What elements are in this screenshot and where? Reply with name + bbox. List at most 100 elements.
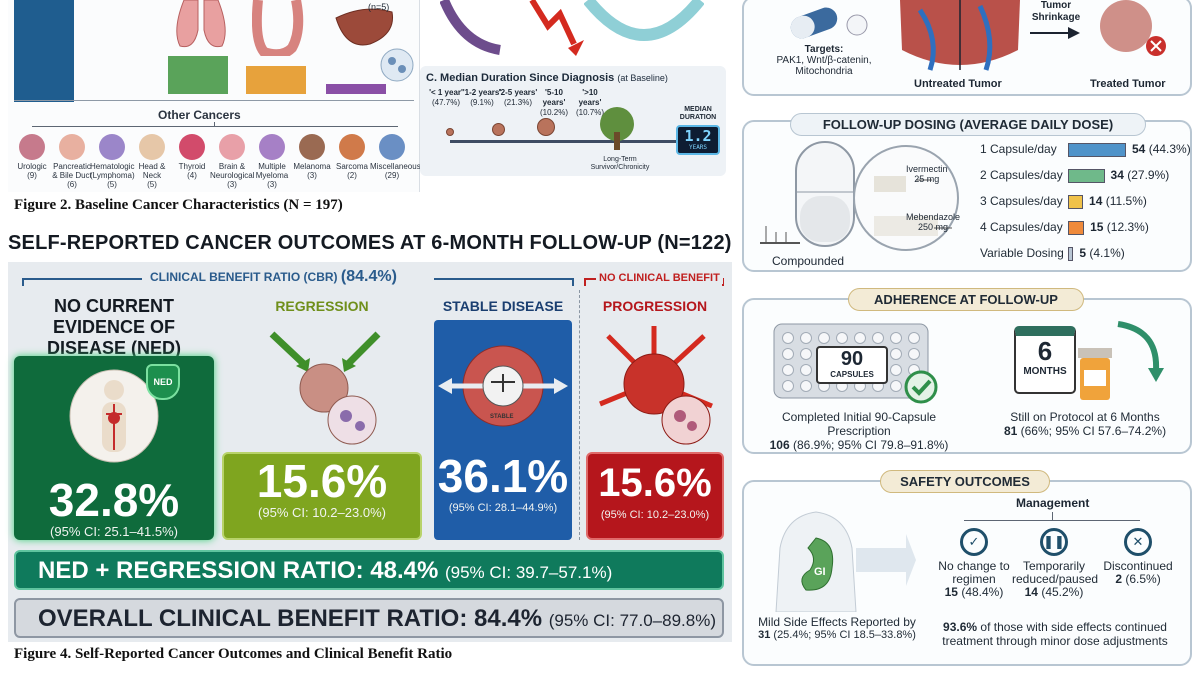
other-cancer-item: Sarcoma (2) bbox=[330, 134, 374, 180]
blister-capsule bbox=[872, 332, 884, 344]
other-cancer-name: Urologic bbox=[17, 162, 47, 171]
other-cancer-count: (4) bbox=[187, 171, 197, 180]
ned-regression-bar: NED + REGRESSION RATIO: 48.4% (95% CI: 3… bbox=[14, 550, 724, 590]
completed-value: 106 bbox=[769, 438, 790, 452]
cycle-ring-icon bbox=[584, 0, 704, 41]
capsules-count-card: 90 CAPSULES bbox=[816, 346, 888, 384]
other-cancer-item: Miscellaneous (29) bbox=[370, 134, 421, 180]
other-cancer-count: (2) bbox=[347, 171, 357, 180]
untreated-tumor-icon bbox=[900, 0, 1020, 71]
tree-icon bbox=[600, 107, 634, 150]
ivermectin-name: Ivermectin bbox=[906, 164, 948, 174]
other-cancer-count: (9) bbox=[27, 171, 37, 180]
untreated-label: Untreated Tumor bbox=[914, 78, 1002, 90]
colon-icon bbox=[252, 0, 304, 56]
dose-count: 14 bbox=[1089, 194, 1103, 208]
blister-capsule bbox=[800, 348, 812, 360]
progression-tumor-icon bbox=[599, 326, 713, 445]
organ-icon bbox=[179, 134, 205, 160]
capsules-number: 90 bbox=[840, 348, 864, 370]
blister-capsule bbox=[890, 332, 902, 344]
cancer-bar-2 bbox=[168, 56, 228, 94]
adherence-title: ADHERENCE AT FOLLOW-UP bbox=[848, 288, 1084, 311]
benefit-divider bbox=[579, 290, 580, 540]
regression-box: 15.6% (95% CI: 10.2–23.0%) bbox=[222, 452, 422, 540]
still-value: 81 bbox=[1003, 424, 1018, 438]
blister-capsule bbox=[818, 332, 830, 344]
mild-side-effects-text: Mild Side Effects Reported by 31 (25.4%;… bbox=[752, 616, 922, 642]
blister-capsule bbox=[836, 332, 848, 344]
management-option: ✓ No change to regimen 15 (48.4%) bbox=[932, 528, 1016, 599]
median-duration-display: 1.2 YEARS bbox=[676, 125, 720, 155]
survivor-label: Long-Term Survivor/Chronicity bbox=[590, 156, 650, 171]
mebendazole-label: Mebendazole 250 mg bbox=[906, 212, 960, 232]
continued-pct: 93.6% bbox=[943, 620, 978, 634]
other-cancer-item: Urologic (9) bbox=[10, 134, 54, 180]
other-cancer-item: Thyroid (4) bbox=[170, 134, 214, 180]
dose-bar bbox=[1068, 143, 1126, 157]
lungs-icon bbox=[176, 0, 226, 48]
dose-pct: (11.5%) bbox=[1105, 194, 1147, 208]
management-tree-stem bbox=[1052, 512, 1053, 520]
continued-desc: of those with side effects continued tre… bbox=[942, 620, 1168, 648]
n-count-note: (n=5) bbox=[368, 2, 390, 12]
stable-ci: (95% CI: 28.1–44.9%) bbox=[448, 502, 558, 514]
other-cancer-name: Hematologic (Lymphoma) bbox=[90, 162, 135, 180]
capsules-word: CAPSULES bbox=[830, 370, 874, 379]
other-cancer-name: Pancreatic & Bile Duct bbox=[52, 162, 92, 180]
other-cancer-item: Head & Neck (5) bbox=[130, 134, 174, 189]
checkmark-icon bbox=[904, 370, 938, 404]
ned-box: NED 32.8% (95% CI: 25.1–41.5%) bbox=[14, 356, 214, 540]
option-pct: (6.5%) bbox=[1125, 572, 1161, 586]
duration-item: '2-5 years' (21.3%) bbox=[498, 88, 538, 108]
months-number: 6 bbox=[1037, 336, 1053, 366]
tree-connector-stem bbox=[214, 122, 215, 127]
overall-cbr-bar: OVERALL CLINICAL BENEFIT RATIO: 84.4% (9… bbox=[14, 598, 724, 638]
ned-percentage: 32.8% bbox=[48, 474, 180, 526]
shrinkage-arrow-icon bbox=[1030, 27, 1080, 39]
balance-scale-icon bbox=[438, 345, 568, 427]
completed-ci: (86.9%; 95% CI 79.8–91.8%) bbox=[792, 438, 949, 452]
treated-tumor-icon bbox=[1100, 0, 1166, 56]
overall-cbr-ci: (95% CI: 77.0–89.8%) bbox=[548, 611, 716, 630]
progression-percentage: 15.6% bbox=[598, 461, 712, 505]
pause-circle-icon: ❚❚ bbox=[1040, 528, 1068, 556]
no-benefit-label: NO CLINICAL BENEFIT bbox=[596, 272, 723, 284]
still-ci: (66%; 95% CI 57.6–74.2%) bbox=[1020, 424, 1167, 438]
dose-count: 15 bbox=[1090, 220, 1104, 234]
organ-icon bbox=[139, 134, 165, 160]
duration-label: '< 1 year' bbox=[429, 88, 463, 97]
median-duration-box: MEDIAN DURATION 1.2 YEARS bbox=[676, 106, 720, 155]
blister-capsule bbox=[800, 380, 812, 392]
duration-item: '>10 years' (10.7%) bbox=[570, 88, 610, 118]
dose-value: 54 (44.3%) bbox=[1132, 142, 1191, 156]
other-cancer-count: (6) bbox=[67, 180, 77, 189]
tree-connector bbox=[32, 126, 398, 127]
dose-bar bbox=[1068, 221, 1085, 235]
compounded-capsule-icon bbox=[760, 141, 959, 251]
dose-row-label: Variable Dosing bbox=[980, 246, 1064, 260]
mebendazole-dose: 250 mg bbox=[918, 222, 949, 232]
dose-pct: (4.1%) bbox=[1089, 246, 1125, 260]
option-label: Temporarily reduced/paused bbox=[1012, 559, 1099, 586]
dose-value: 14 (11.5%) bbox=[1089, 194, 1147, 208]
option-label: Discontinued bbox=[1103, 559, 1173, 573]
organ-icon bbox=[259, 134, 285, 160]
stable-percentage: 36.1% bbox=[437, 450, 569, 502]
other-cancer-name: Miscellaneous bbox=[370, 162, 421, 171]
dose-bar bbox=[1068, 247, 1074, 261]
calendar-icon: 6 MONTHS bbox=[1014, 326, 1076, 394]
stable-heading: STABLE DISEASE bbox=[442, 298, 564, 314]
blister-capsule bbox=[854, 332, 866, 344]
panel-c-title: C. Median Duration Since Diagnosis (at B… bbox=[426, 72, 668, 84]
option-value: 2 bbox=[1115, 572, 1122, 586]
option-label: No change to regimen bbox=[938, 559, 1010, 586]
dose-row-label: 1 Capsule/day bbox=[980, 142, 1057, 156]
management-label: Management bbox=[1016, 496, 1090, 510]
completed-text: Completed Initial 90-Capsule Prescriptio… bbox=[752, 410, 966, 452]
other-cancer-count: (3) bbox=[267, 180, 277, 189]
stable-box: STABLE DISEASE STABLE 36.1% (95% CI: 28.… bbox=[434, 298, 572, 540]
other-cancer-count: (3) bbox=[227, 180, 237, 189]
cbr-label: CLINICAL BENEFIT RATIO (CBR) (84.4%) bbox=[150, 268, 397, 285]
regression-percentage: 15.6% bbox=[256, 455, 388, 507]
